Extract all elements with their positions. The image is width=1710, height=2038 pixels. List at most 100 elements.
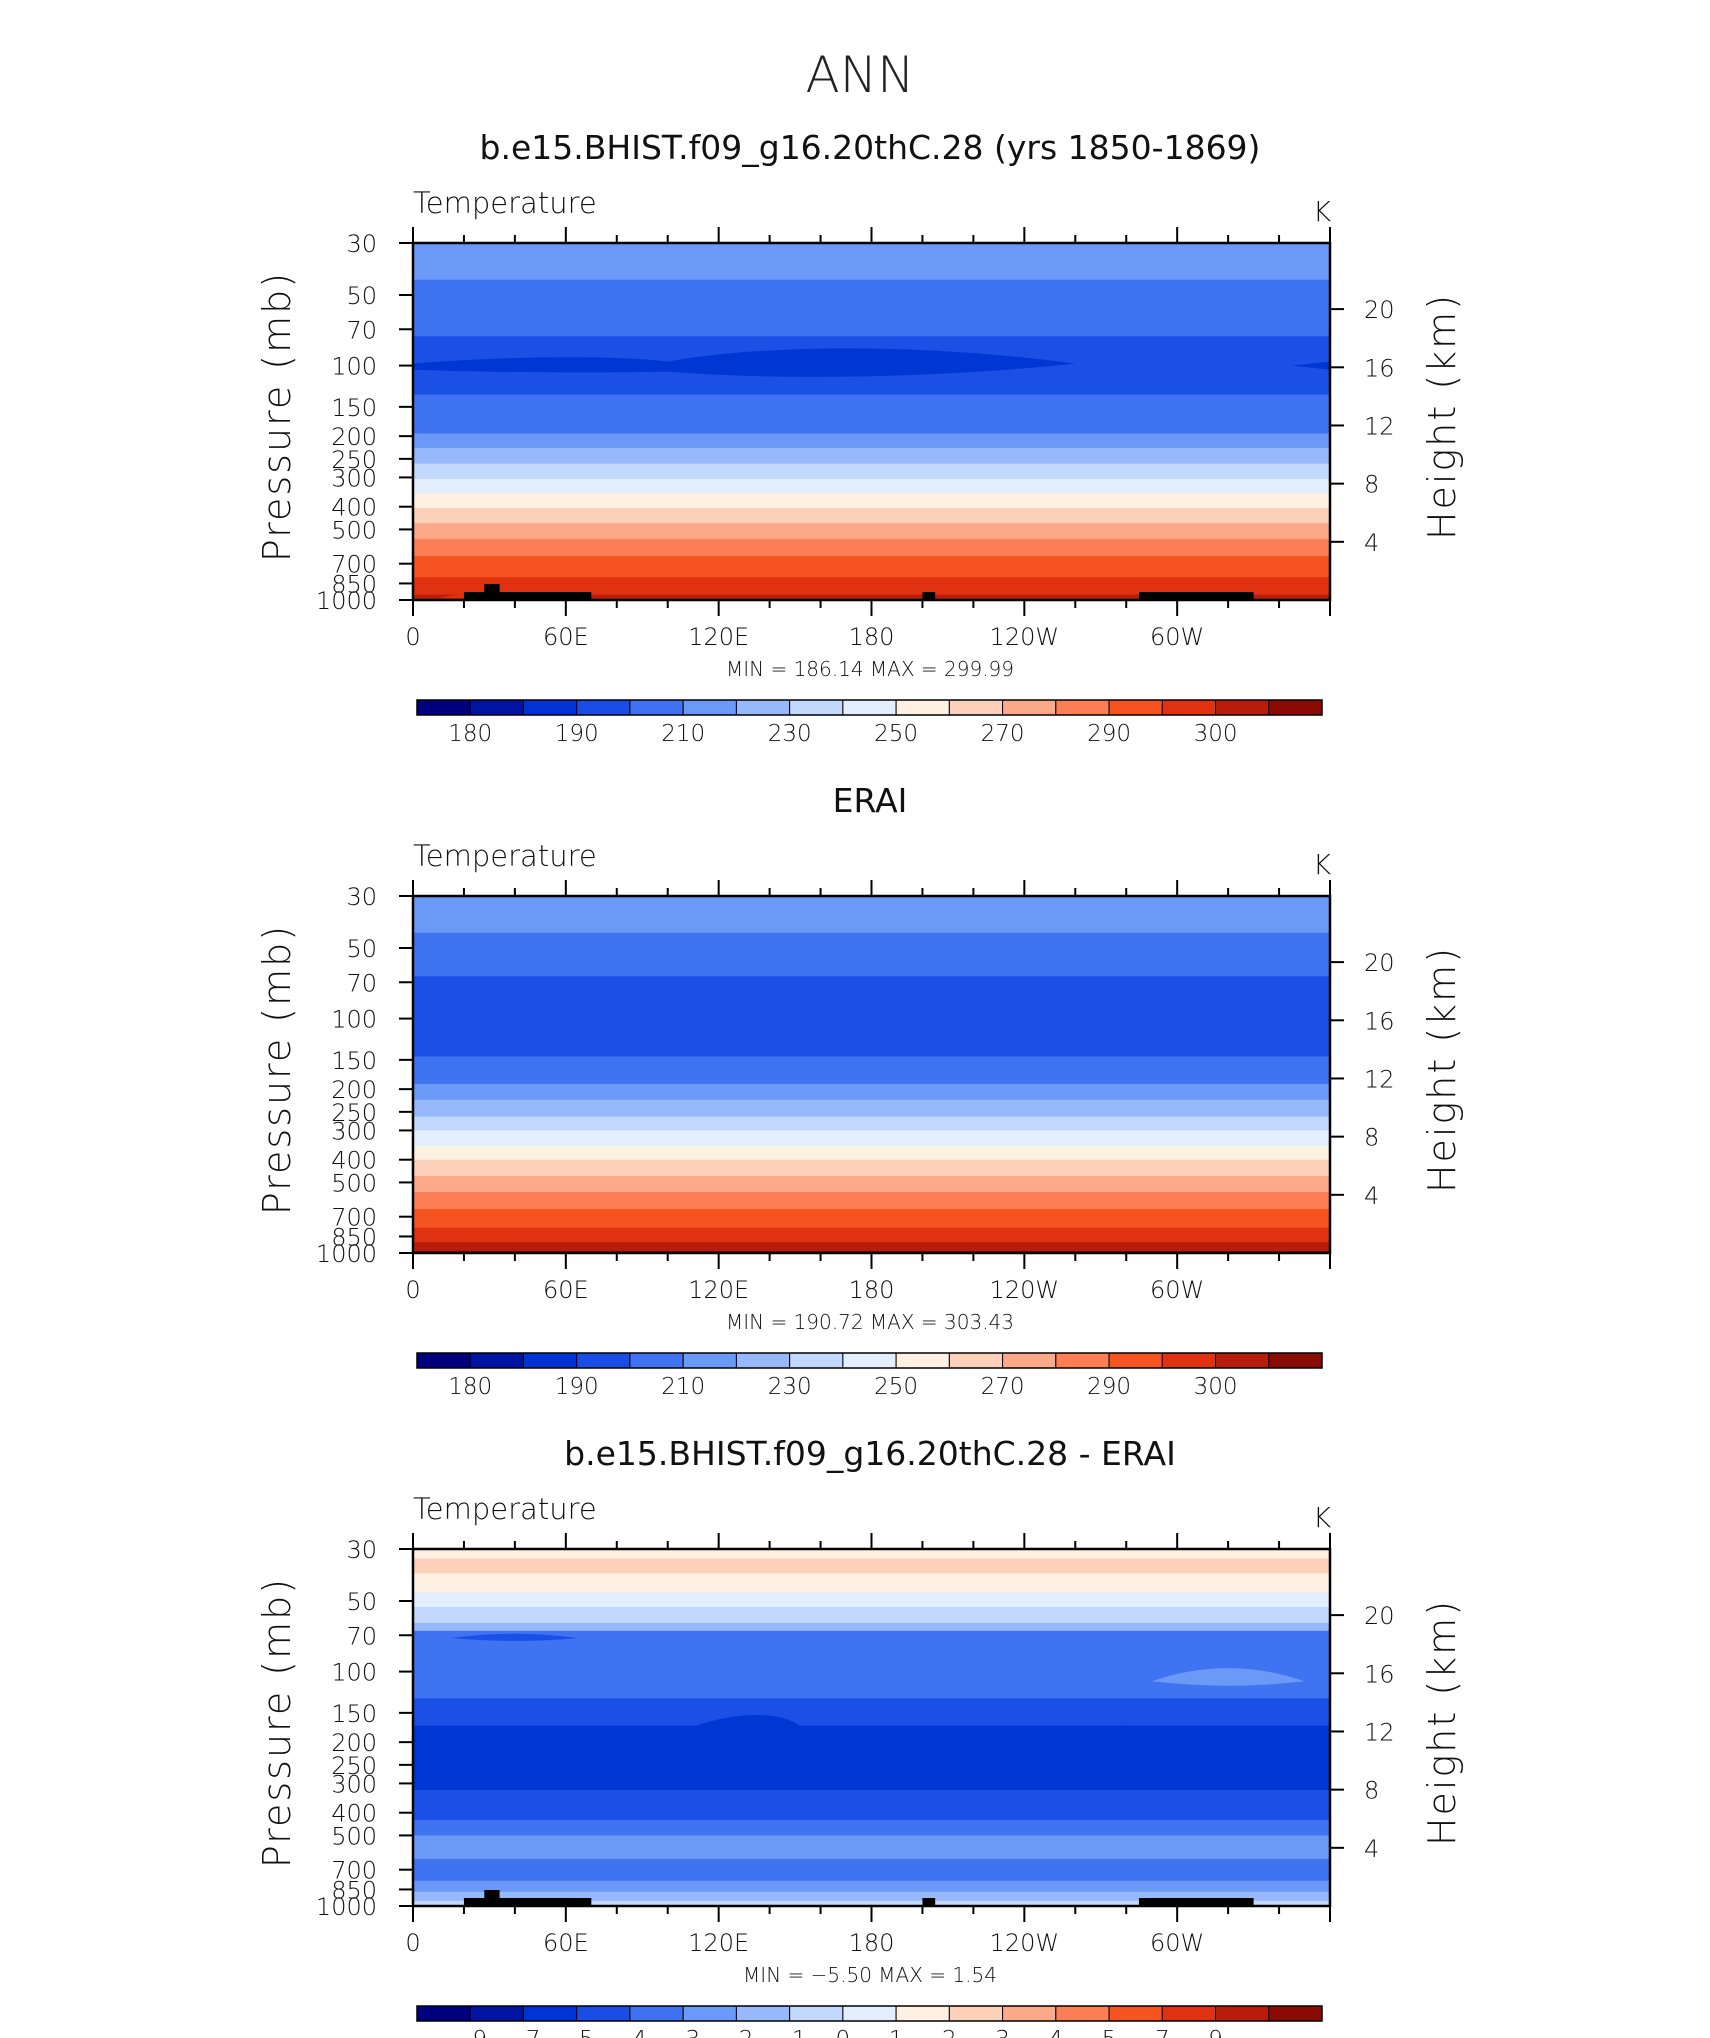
contour-band xyxy=(413,507,1330,524)
colorbar-swatch xyxy=(469,1352,524,1369)
colorbar-swatch xyxy=(576,699,631,716)
colorbar-swatch xyxy=(948,699,1004,716)
y2-tick-label: 8 xyxy=(1364,1777,1379,1805)
topography-mask xyxy=(922,1898,936,1906)
colorbar-label: 270 xyxy=(981,721,1025,747)
y-tick-label: 850 xyxy=(331,1876,377,1904)
y2-tick-label: 16 xyxy=(1364,1007,1395,1035)
x-tick-label: 0 xyxy=(405,1929,420,1957)
min-max-label: MIN = 186.14 MAX = 299.99 xyxy=(726,657,1014,681)
x-tick-label: 60W xyxy=(1150,1929,1204,1957)
colorbar-swatch xyxy=(948,1352,1004,1369)
weak-anomaly-contour xyxy=(1151,1668,1305,1686)
x-tick-label: 120E xyxy=(688,1929,749,1957)
colorbar-label: 210 xyxy=(661,1374,705,1400)
contour-band xyxy=(413,896,1330,934)
contour-band xyxy=(413,1622,1330,1632)
colorbar-swatch xyxy=(522,699,578,716)
y-tick-label: 250 xyxy=(331,446,377,474)
x-tick-label: 180 xyxy=(849,623,895,651)
contour-band xyxy=(413,1820,1330,1837)
colorbar: 180 190 210 230 250 270 290 300 xyxy=(416,1352,1323,1400)
y2-tick-label: 12 xyxy=(1364,1065,1395,1093)
colorbar-swatch xyxy=(789,2005,844,2022)
colorbar-label: 190 xyxy=(555,1374,599,1400)
colorbar-swatch xyxy=(948,2005,1004,2022)
colorbar-label: 210 xyxy=(661,721,705,747)
y-tick-label: 300 xyxy=(331,464,377,492)
y-tick-label: 300 xyxy=(331,1770,377,1798)
colorbar-swatch xyxy=(1002,699,1057,716)
contour-band xyxy=(413,1606,1330,1624)
contour-band xyxy=(413,433,1330,449)
x-tick-label: 60E xyxy=(543,1276,589,1304)
colorbar-label: 230 xyxy=(768,1374,812,1400)
y-tick-label: 100 xyxy=(331,1659,377,1687)
x-tick-label: 120W xyxy=(990,1929,1060,1957)
colorbar-swatch xyxy=(576,1352,631,1369)
contour-band xyxy=(413,448,1330,465)
y-tick-label: 400 xyxy=(331,494,377,522)
y-tick-label: 50 xyxy=(346,1588,377,1616)
x-tick-label: 60W xyxy=(1150,1276,1204,1304)
colorbar-label: 180 xyxy=(448,1374,492,1400)
colorbar-label: −2 xyxy=(719,2027,753,2038)
colorbar-label: 0 xyxy=(836,2027,851,2038)
contour-band xyxy=(413,1789,1330,1821)
y-axis-title: Pressure (mb) xyxy=(255,1577,299,1868)
colorbar-swatch xyxy=(629,699,684,716)
colorbar-swatch xyxy=(735,1352,791,1369)
contour-fill xyxy=(413,243,1330,600)
x-tick-label: 120W xyxy=(990,623,1060,651)
chart-panel-3: b.e15.BHIST.f09_g16.20thC.28 - ERAI Tempe… xyxy=(255,1434,1464,2038)
x-tick-label: 120E xyxy=(688,1276,749,1304)
colorbar-swatch xyxy=(842,2005,897,2022)
contour-band xyxy=(413,976,1330,1058)
cold-anomaly-contour xyxy=(413,1715,1330,1784)
colorbar-label: −7 xyxy=(507,2027,541,2038)
colorbar-swatch xyxy=(416,1352,471,1369)
topography-mask xyxy=(484,584,500,600)
contour-band xyxy=(413,1900,1330,1906)
colorbar-swatch xyxy=(682,2005,737,2022)
colorbar-label: −4 xyxy=(613,2027,647,2038)
colorbar-label: 2 xyxy=(942,2027,957,2038)
cold-core-contour xyxy=(413,348,1076,377)
contour-band xyxy=(413,577,1330,596)
colorbar-swatch xyxy=(895,699,950,716)
contour-band xyxy=(413,1192,1330,1210)
x-tick-label: 60E xyxy=(543,623,589,651)
colorbar-swatch xyxy=(522,2005,578,2022)
colorbar-frame xyxy=(416,699,1323,716)
colorbar-swatch xyxy=(1161,2005,1217,2022)
colorbar-swatch xyxy=(1161,1352,1217,1369)
colorbar-label: 1 xyxy=(889,2027,904,2038)
colorbar-label: 180 xyxy=(448,721,492,747)
topography-mask xyxy=(463,1898,592,1906)
contour-band xyxy=(413,1130,1330,1147)
units-label: K xyxy=(1313,1501,1332,1534)
topography-mask xyxy=(1138,1898,1254,1906)
y-tick-label: 100 xyxy=(331,1006,377,1034)
colorbar-swatch xyxy=(1268,2005,1323,2022)
y-tick-label: 30 xyxy=(346,883,377,911)
colorbar-label: −1 xyxy=(773,2027,807,2038)
colorbar-swatch xyxy=(682,699,737,716)
y-tick-label: 500 xyxy=(331,1169,377,1197)
y2-tick-label: 12 xyxy=(1364,412,1395,440)
chart-title: b.e15.BHIST.f09_g16.20thC.28 - ERAI xyxy=(564,1434,1176,1473)
y-tick-label: 300 xyxy=(331,1117,377,1145)
contour-band xyxy=(413,1056,1330,1085)
colorbar-label: 300 xyxy=(1194,721,1238,747)
colorbar-swatch xyxy=(576,2005,631,2022)
colorbar-swatch xyxy=(629,1352,684,1369)
colorbar-swatch xyxy=(416,699,471,716)
x-tick-label: 180 xyxy=(849,1929,895,1957)
y-tick-label: 70 xyxy=(346,969,377,997)
y-tick-label: 500 xyxy=(331,1822,377,1850)
topography-mask xyxy=(1138,592,1254,600)
y-tick-label: 700 xyxy=(331,1204,377,1232)
colorbar-label: −3 xyxy=(666,2027,700,2038)
colorbar-label: −5 xyxy=(560,2027,594,2038)
